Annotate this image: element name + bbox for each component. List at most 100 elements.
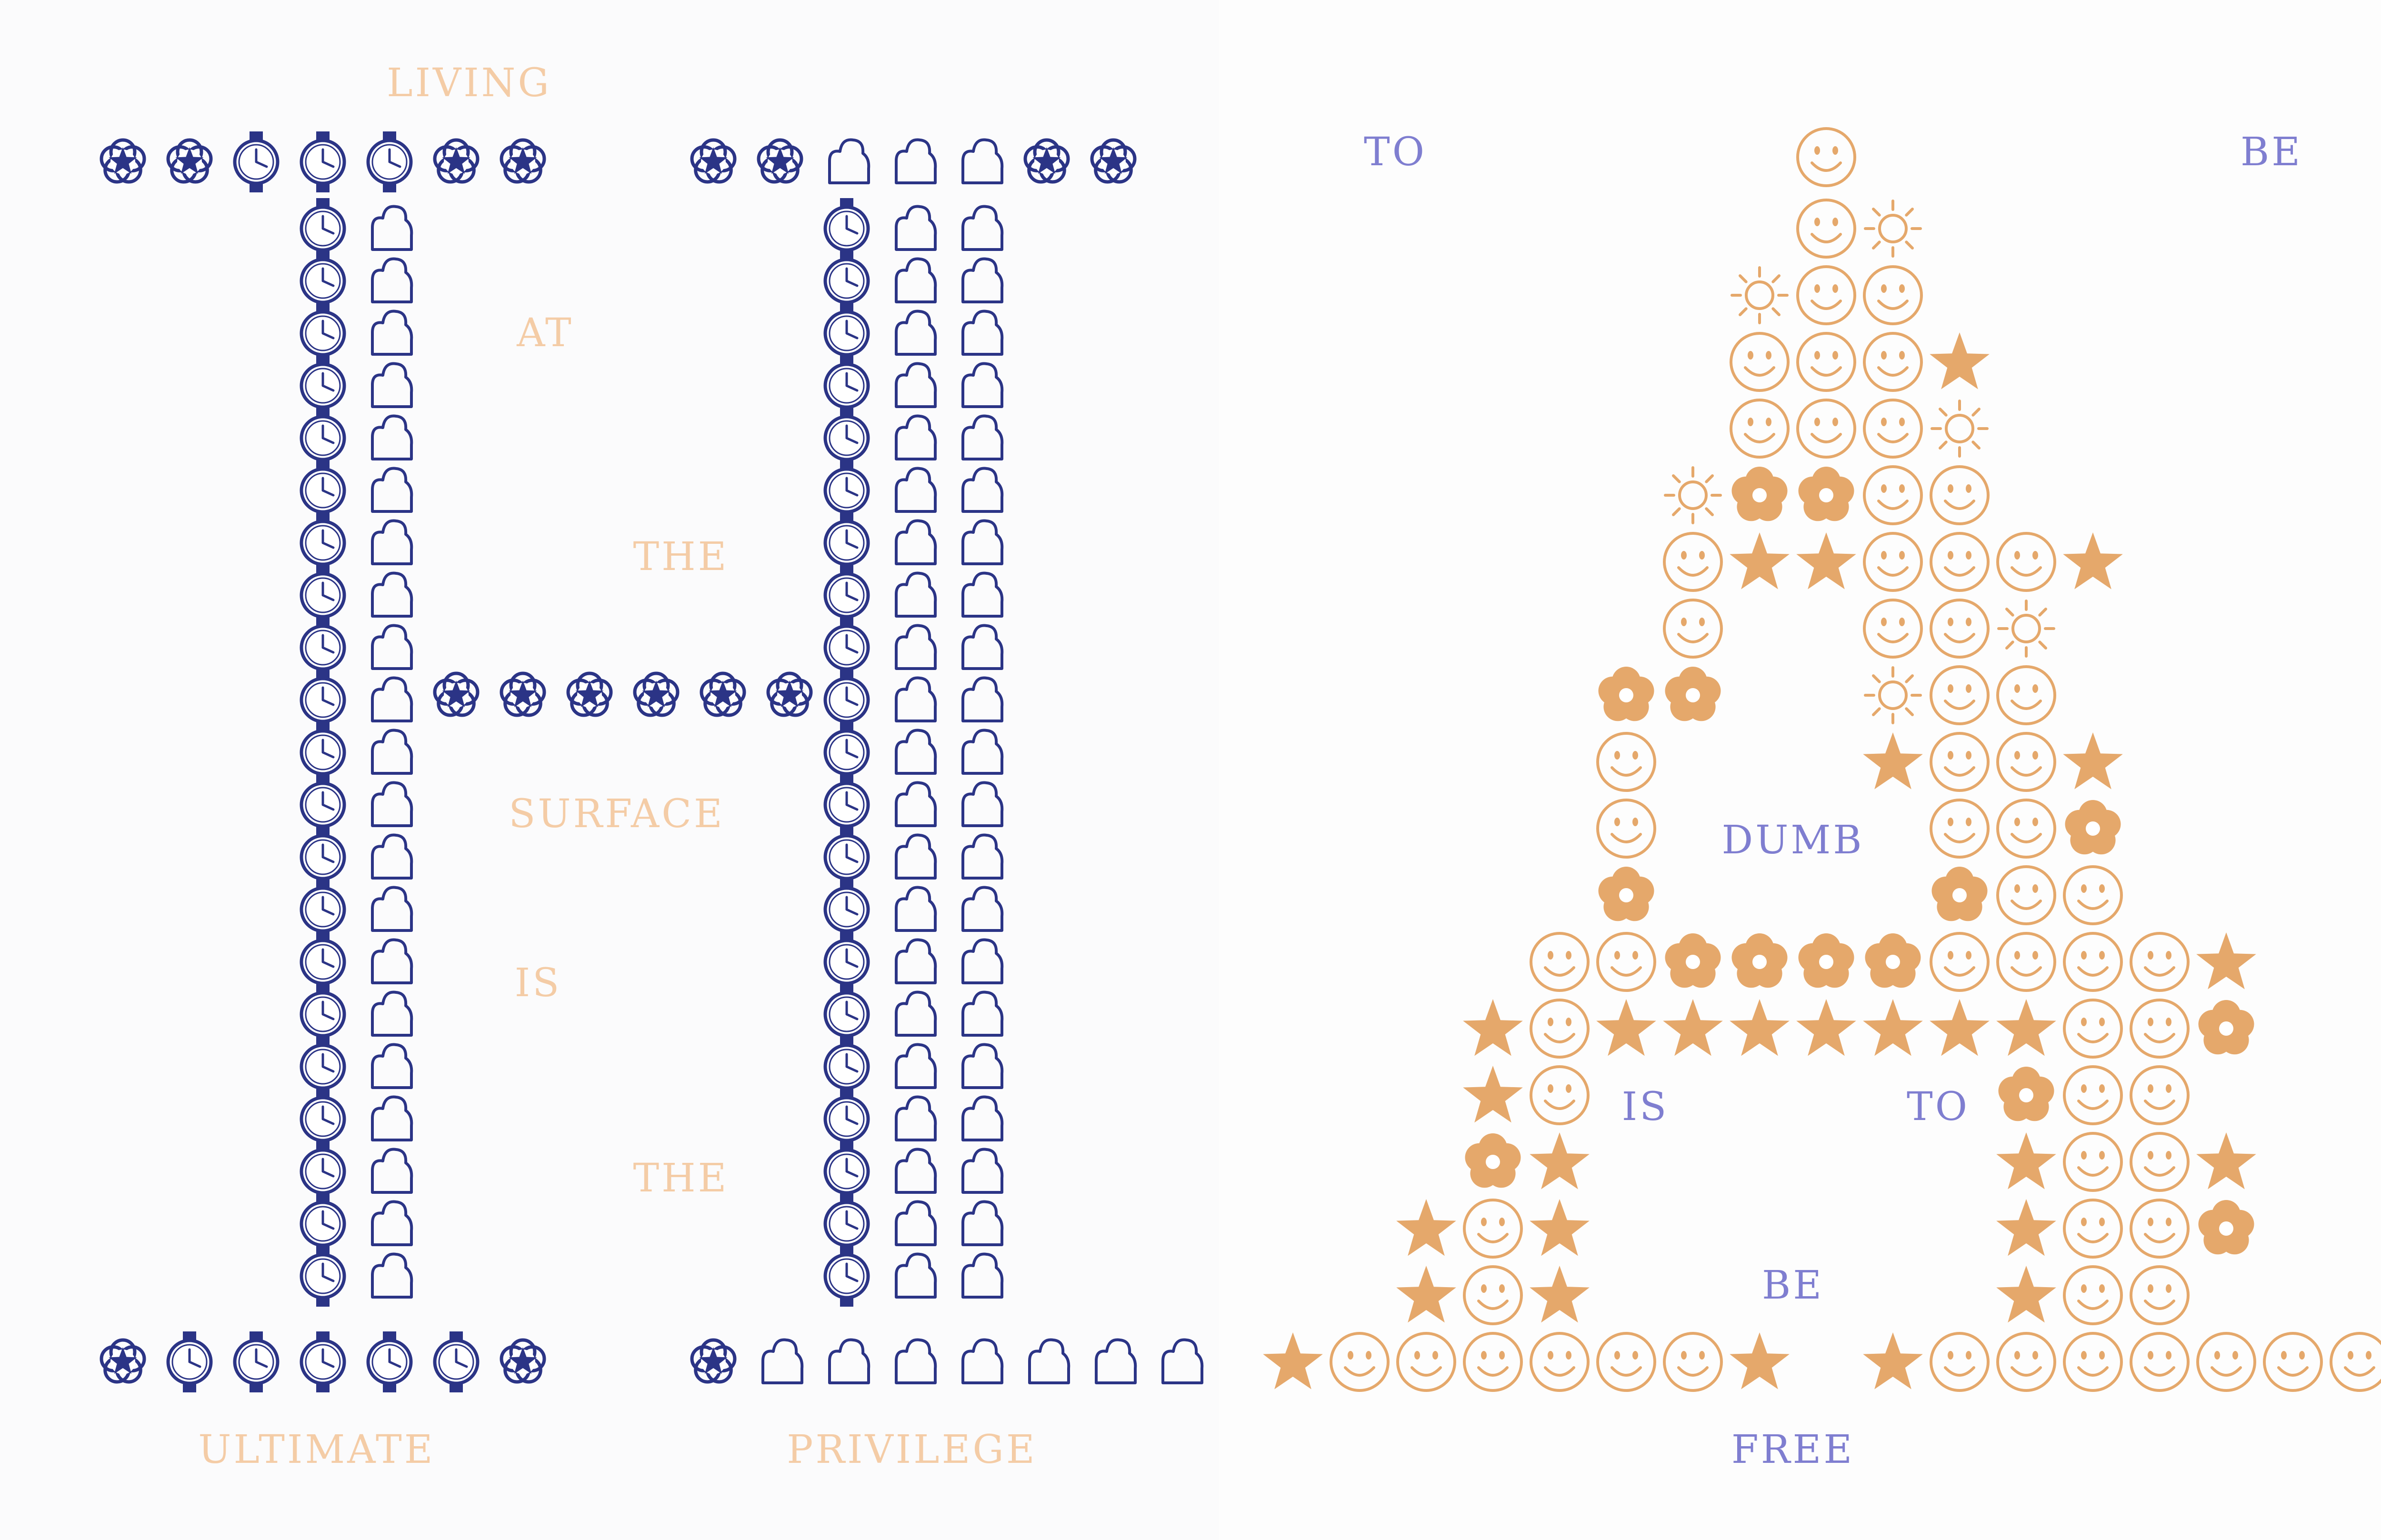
flower-star-icon xyxy=(500,138,546,184)
word-surface: SURFACE xyxy=(509,791,725,837)
cloud-icon xyxy=(961,886,1004,932)
smiley-icon xyxy=(1930,532,1990,592)
flower-icon xyxy=(1731,933,1788,988)
letter-h-glyph xyxy=(100,131,1204,1392)
smiley-icon xyxy=(2063,932,2123,992)
cloud-icon xyxy=(961,1148,1004,1194)
word-to-2: TO xyxy=(1907,1084,1970,1130)
sun-icon xyxy=(1997,600,2055,658)
smiley-icon xyxy=(1863,332,1923,392)
watch-icon xyxy=(300,879,346,940)
watch-icon xyxy=(300,250,346,311)
smiley-icon xyxy=(1996,932,2056,992)
word-privilege: PRIVILEGE xyxy=(787,1427,1037,1472)
sun-icon xyxy=(1664,466,1722,524)
smiley-icon xyxy=(1730,332,1790,392)
smiley-icon xyxy=(1863,599,1923,659)
watch-icon xyxy=(823,565,870,626)
cloud-icon xyxy=(961,1095,1004,1141)
word-the-2: THE xyxy=(633,1156,729,1201)
cloud-icon xyxy=(961,1252,1004,1299)
cloud-icon xyxy=(371,519,413,565)
watch-icon xyxy=(823,722,870,783)
smiley-icon xyxy=(1863,532,1923,592)
smiley-icon xyxy=(2063,1265,2123,1325)
smiley-icon xyxy=(2130,932,2190,992)
word-is: IS xyxy=(514,960,562,1006)
watch-icon xyxy=(300,1193,346,1254)
cloud-icon xyxy=(371,886,413,932)
flower-star-icon xyxy=(433,138,480,184)
cloud-icon xyxy=(371,1043,413,1089)
cloud-icon xyxy=(961,362,1004,408)
flower-star-icon xyxy=(690,1338,737,1384)
watch-icon xyxy=(823,1141,870,1202)
star-icon xyxy=(1863,732,1923,790)
flower-icon xyxy=(1731,467,1788,521)
smiley-icon xyxy=(1596,732,1656,792)
watch-icon xyxy=(823,670,870,730)
watch-icon xyxy=(823,303,870,364)
smiley-icon xyxy=(1396,1332,1456,1392)
smiley-icon xyxy=(2330,1332,2381,1392)
cloud-icon xyxy=(895,938,937,984)
cloud-icon xyxy=(761,1338,804,1384)
cloud-icon xyxy=(895,990,937,1037)
cloud-icon xyxy=(371,624,413,670)
smiley-icon xyxy=(1530,1332,1590,1392)
sun-icon xyxy=(1731,266,1789,324)
star-icon xyxy=(1463,1066,1523,1123)
word-ultimate: ULTIMATE xyxy=(198,1427,435,1472)
cloud-icon xyxy=(961,833,1004,880)
cloud-icon xyxy=(895,1200,937,1246)
cloud-icon xyxy=(895,138,937,184)
star-icon xyxy=(1596,999,1656,1056)
smiley-icon xyxy=(1996,532,2056,592)
smiley-icon xyxy=(1930,1332,1990,1392)
smiley-icon xyxy=(1530,932,1590,992)
smiley-icon xyxy=(2130,999,2190,1059)
smiley-icon xyxy=(1996,665,2056,725)
flower-icon xyxy=(1598,867,1654,921)
sun-icon xyxy=(1864,666,1922,724)
cloud-icon xyxy=(961,729,1004,775)
smiley-icon xyxy=(1330,1332,1390,1392)
letter-h-panel: LIVING AT THE SURFACE IS THE ULTIMATE PR… xyxy=(100,63,1204,1472)
cloud-icon xyxy=(961,624,1004,670)
flower-icon xyxy=(2198,1000,2254,1055)
word-free: FREE xyxy=(1731,1427,1855,1472)
cloud-icon xyxy=(895,257,937,303)
cloud-icon xyxy=(371,362,413,408)
smiley-icon xyxy=(1930,799,1990,859)
word-be-2: BE xyxy=(1761,1263,1824,1308)
star-icon xyxy=(2063,732,2123,790)
flower-icon xyxy=(1865,933,1921,988)
watch-icon xyxy=(300,1141,346,1202)
star-icon xyxy=(1396,1199,1456,1256)
watch-icon xyxy=(823,1246,870,1307)
cloud-icon xyxy=(895,1252,937,1299)
flower-icon xyxy=(1798,467,1854,521)
watch-icon xyxy=(300,617,346,678)
star-icon xyxy=(1996,1132,2056,1190)
smiley-icon xyxy=(1996,799,2056,859)
word-at: AT xyxy=(517,310,574,356)
flower-star-icon xyxy=(500,671,546,717)
word-is-2: IS xyxy=(1621,1084,1669,1130)
smiley-icon xyxy=(1596,1332,1656,1392)
sun-icon xyxy=(1864,200,1922,258)
watch-icon xyxy=(300,722,346,783)
cloud-icon xyxy=(961,138,1004,184)
cloud-icon xyxy=(895,205,937,251)
cloud-icon xyxy=(895,414,937,460)
smiley-icon xyxy=(1663,1332,1723,1392)
smiley-icon xyxy=(2130,1199,2190,1259)
smiley-icon xyxy=(1930,732,1990,792)
star-icon xyxy=(1530,1266,1590,1323)
smiley-icon xyxy=(1930,665,1990,725)
watch-icon xyxy=(823,774,870,835)
star-icon xyxy=(1996,1199,2056,1256)
flower-star-icon xyxy=(700,671,746,717)
cloud-icon xyxy=(371,1252,413,1299)
